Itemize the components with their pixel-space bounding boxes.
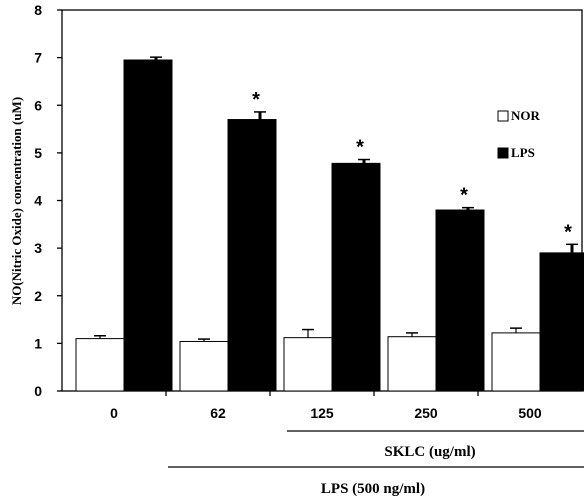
legend-label-nor: NOR [511,108,541,123]
y-tick-label: 4 [34,193,42,209]
y-tick-label: 0 [34,383,42,399]
bar-lps [331,162,381,392]
bar-lps [123,59,173,392]
x-tick-label: 500 [518,405,542,421]
significance-marker: * [460,185,468,207]
y-tick-label: 6 [34,97,42,113]
x-tick-label: 125 [310,405,334,421]
legend: NOR LPS [497,108,541,160]
y-tick-label: 2 [34,288,42,304]
bar-nor [491,332,541,392]
bar-nor [283,337,333,392]
plot-area: 0 1 2 3 4 5 6 7 8 0 62 * 125 * 250 * 500 * [34,2,584,421]
y-tick-label: 1 [34,335,42,351]
bar-nor [179,340,229,392]
x-tick-label: 62 [210,405,226,421]
legend-swatch-lps [497,147,509,159]
bar-lps [539,252,584,392]
y-tick-label: 3 [34,240,42,256]
y-axis-label: NO(Nitric Oxide) concentration (uM) [9,97,24,305]
y-tick-label: 8 [34,2,42,18]
y-tick-label: 7 [34,50,42,66]
lps-group-label: LPS (500 ng/ml) [321,481,425,497]
significance-marker: * [564,221,572,243]
sklc-group-label: SKLC (ug/ml) [384,444,475,460]
significance-marker: * [356,137,364,159]
legend-label-lps: LPS [511,145,535,160]
significance-marker: * [252,89,260,111]
x-tick-label: 0 [110,405,118,421]
y-tick-label: 5 [34,145,42,161]
bar-nor [387,336,437,392]
legend-swatch-nor [497,110,509,122]
bar-lps [227,119,277,392]
bar-nor [75,338,125,392]
x-tick-label: 250 [414,405,438,421]
bar-lps [435,209,485,392]
